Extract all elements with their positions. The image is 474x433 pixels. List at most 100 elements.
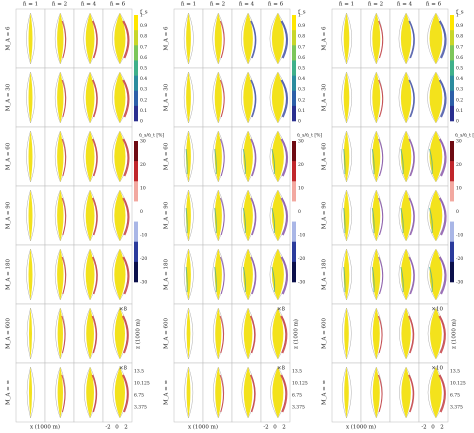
snow-region xyxy=(114,367,125,418)
melt-streak xyxy=(400,266,404,293)
colorbar-swatch xyxy=(134,45,138,61)
colorbar-swatch xyxy=(450,201,454,222)
snow-region xyxy=(85,13,95,64)
deposit-streak xyxy=(378,256,384,295)
snow-region xyxy=(271,72,284,123)
colorbar-tick: 0 xyxy=(456,209,459,215)
colorbar-tick: 0.2 xyxy=(140,97,147,103)
melt-streak xyxy=(429,148,433,175)
colorbar-tick: 30 xyxy=(456,139,462,145)
deposit-streak xyxy=(61,374,66,413)
row-label: M_A = 180 xyxy=(6,259,12,290)
deposit-streak xyxy=(92,197,98,236)
snow-region xyxy=(186,72,191,123)
snow-region xyxy=(114,72,126,123)
colorbar-tick: 0.1 xyxy=(456,108,463,114)
colorbar-swatch xyxy=(292,201,296,222)
snow-region xyxy=(372,13,381,64)
snow-region xyxy=(215,367,222,418)
column-header: n̄ = 2 xyxy=(368,2,383,8)
row-label: M_A = 60 xyxy=(6,142,12,170)
deposit-streak xyxy=(249,315,256,354)
row-label: M_A = 180 xyxy=(164,259,170,290)
row-label: M_A = 6 xyxy=(322,26,328,50)
colorbar-swatch xyxy=(292,221,296,243)
colorbar-title: f_s xyxy=(140,10,148,16)
depth-tick: 6.75 xyxy=(450,393,460,399)
deposit-streak xyxy=(280,374,288,413)
depth-tick: 3.375 xyxy=(292,405,305,411)
colorbar-tick: 1 xyxy=(456,13,459,19)
deposit-streak xyxy=(91,374,98,413)
snow-region xyxy=(343,72,350,123)
snow-region xyxy=(343,13,350,64)
deposit-streak xyxy=(378,20,384,59)
snow-region xyxy=(243,367,253,418)
deposit-streak xyxy=(92,256,98,295)
colorbar-swatch xyxy=(292,241,296,263)
snow-region xyxy=(86,308,94,359)
deposit-streak xyxy=(438,197,447,236)
colorbar-swatch xyxy=(450,90,454,107)
colorbar-swatch xyxy=(450,30,454,46)
row-label: M_A = 600 xyxy=(164,318,170,349)
colorbar-tick: 0.6 xyxy=(456,55,463,61)
colorbar-tick: 0 xyxy=(456,119,459,125)
colorbar-swatch xyxy=(134,105,138,122)
deposit-streak xyxy=(280,315,288,354)
snow-region xyxy=(29,308,32,359)
column-header: n̄ = 4 xyxy=(397,2,413,8)
colorbar-tick: 0.2 xyxy=(298,97,305,103)
colorbar-tick: 0.9 xyxy=(298,23,305,29)
deposit-streak xyxy=(219,315,225,354)
deposit-streak xyxy=(408,374,415,413)
depth-label: z (1000 m) xyxy=(451,319,458,349)
snow-region xyxy=(114,190,126,241)
deposit-streak xyxy=(122,138,130,177)
x-tick: 2 xyxy=(282,425,286,431)
row-label: M_A = 6 xyxy=(164,26,170,50)
melt-streak xyxy=(400,148,404,175)
deposit-streak xyxy=(408,197,415,236)
deposit-streak xyxy=(61,315,66,354)
colorbar-swatch xyxy=(292,75,296,92)
colorbar-tick: 0.8 xyxy=(140,34,147,40)
deposit-streak xyxy=(438,20,447,59)
melt-streak xyxy=(242,207,246,234)
column-header: n̄ = 1 xyxy=(23,2,38,8)
colorbar-tick: 1 xyxy=(298,13,301,19)
colorbar-swatch xyxy=(292,141,296,162)
deposit-streak xyxy=(408,315,415,354)
colorbar-tick: 0.7 xyxy=(140,44,147,50)
deposit-streak xyxy=(219,79,225,118)
snow-region xyxy=(57,131,64,182)
depth-tick: 6.75 xyxy=(134,393,144,399)
depth-tick: 10.125 xyxy=(292,381,308,387)
colorbar-tick: 30 xyxy=(298,139,304,145)
colorbar-tick: 0.9 xyxy=(140,23,147,29)
melt-streak xyxy=(371,148,375,175)
colorbar-swatch xyxy=(134,201,138,222)
colorbar-swatch xyxy=(450,15,454,31)
deposit-streak xyxy=(438,315,446,354)
snow-region xyxy=(28,131,33,182)
deposit-streak xyxy=(408,138,415,177)
melt-streak xyxy=(429,266,433,293)
deposit-streak xyxy=(122,197,130,236)
deposit-streak xyxy=(377,315,383,354)
snow-region xyxy=(57,249,64,300)
snow-region xyxy=(401,308,411,359)
snow-region xyxy=(57,190,64,241)
deposit-streak xyxy=(280,256,289,295)
snow-region xyxy=(400,13,412,64)
colorbar-tick: 0.1 xyxy=(140,108,147,114)
x-tick: 2 xyxy=(124,425,128,431)
colorbar-tick: 0.4 xyxy=(140,76,147,82)
colorbar-swatch xyxy=(134,241,138,263)
snow-region xyxy=(372,308,380,359)
snow-region xyxy=(372,367,380,418)
magnification-label: ×8 xyxy=(277,366,286,372)
deposit-streak xyxy=(219,256,225,295)
melt-streak xyxy=(214,148,217,175)
snow-region xyxy=(28,13,33,64)
